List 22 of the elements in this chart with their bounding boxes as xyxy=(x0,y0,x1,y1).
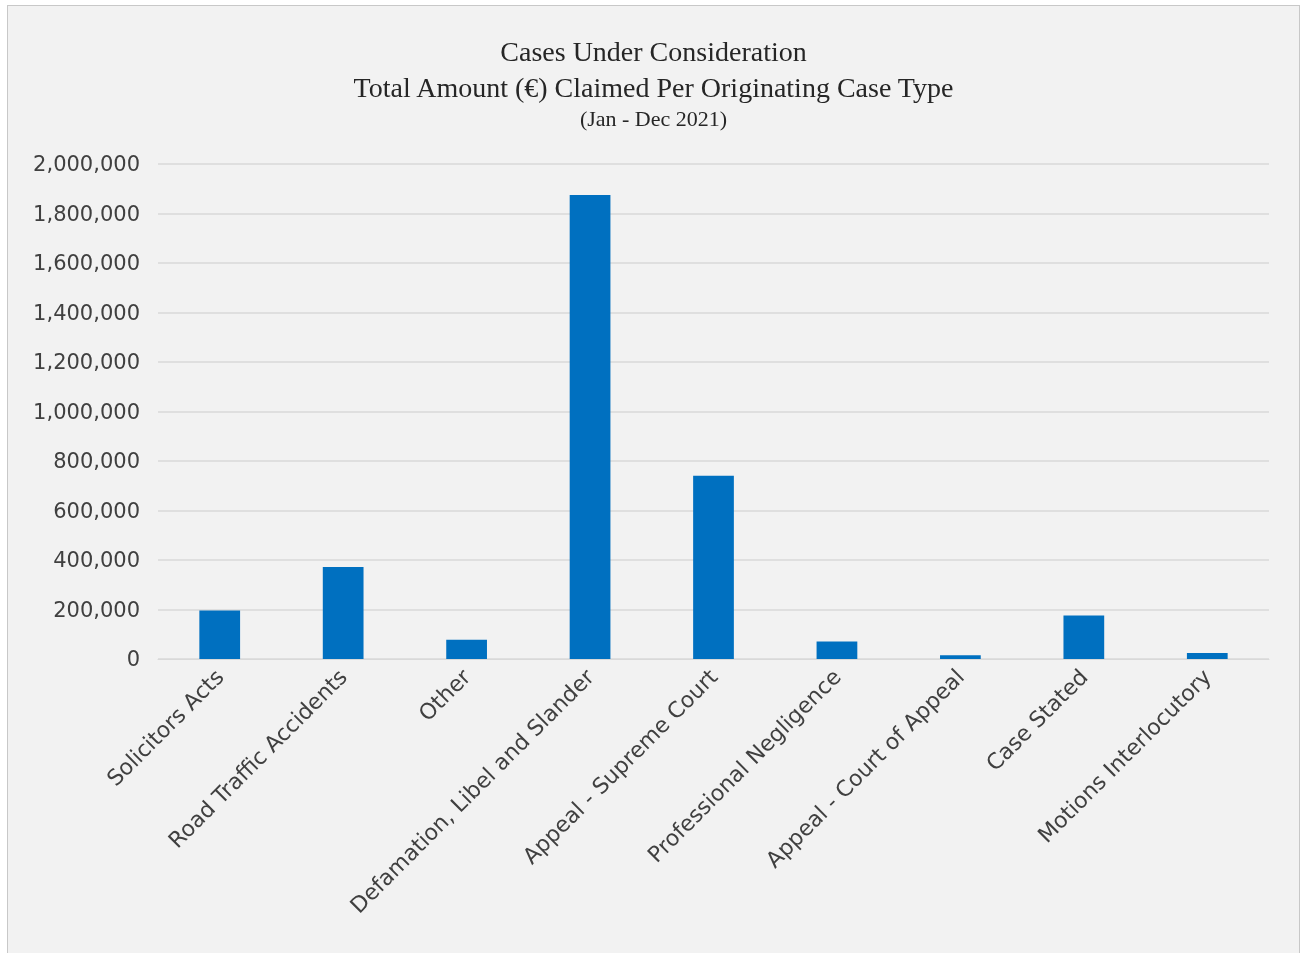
bar xyxy=(816,641,858,659)
y-tick-label: 1,000,000 xyxy=(33,399,140,424)
bar xyxy=(446,639,487,659)
bar xyxy=(1186,653,1228,659)
y-tick-label: 2,000,000 xyxy=(33,152,140,176)
chart-title: Cases Under Consideration Total Amount (€) Claimed Per Originating Case Type xyxy=(353,35,954,103)
bar xyxy=(940,655,981,659)
y-tick-label: 800,000 xyxy=(53,449,140,473)
chart-subtitle: (Jan - Dec 2021) xyxy=(579,105,728,131)
y-tick-label: 1,600,000 xyxy=(33,251,140,275)
y-tick-label: 0 xyxy=(126,647,140,671)
y-tick-label: 1,200,000 xyxy=(33,350,140,374)
bar xyxy=(693,475,734,659)
y-tick-label: 1,800,000 xyxy=(33,201,140,226)
bar xyxy=(199,610,241,659)
bar xyxy=(569,194,611,659)
bar xyxy=(322,566,364,659)
y-tick-label: 600,000 xyxy=(53,498,140,523)
y-tick-label: 1,400,000 xyxy=(33,300,140,325)
bar xyxy=(1063,615,1105,659)
y-tick-label: 200,000 xyxy=(53,597,140,622)
y-tick-label: 400,000 xyxy=(53,548,140,572)
